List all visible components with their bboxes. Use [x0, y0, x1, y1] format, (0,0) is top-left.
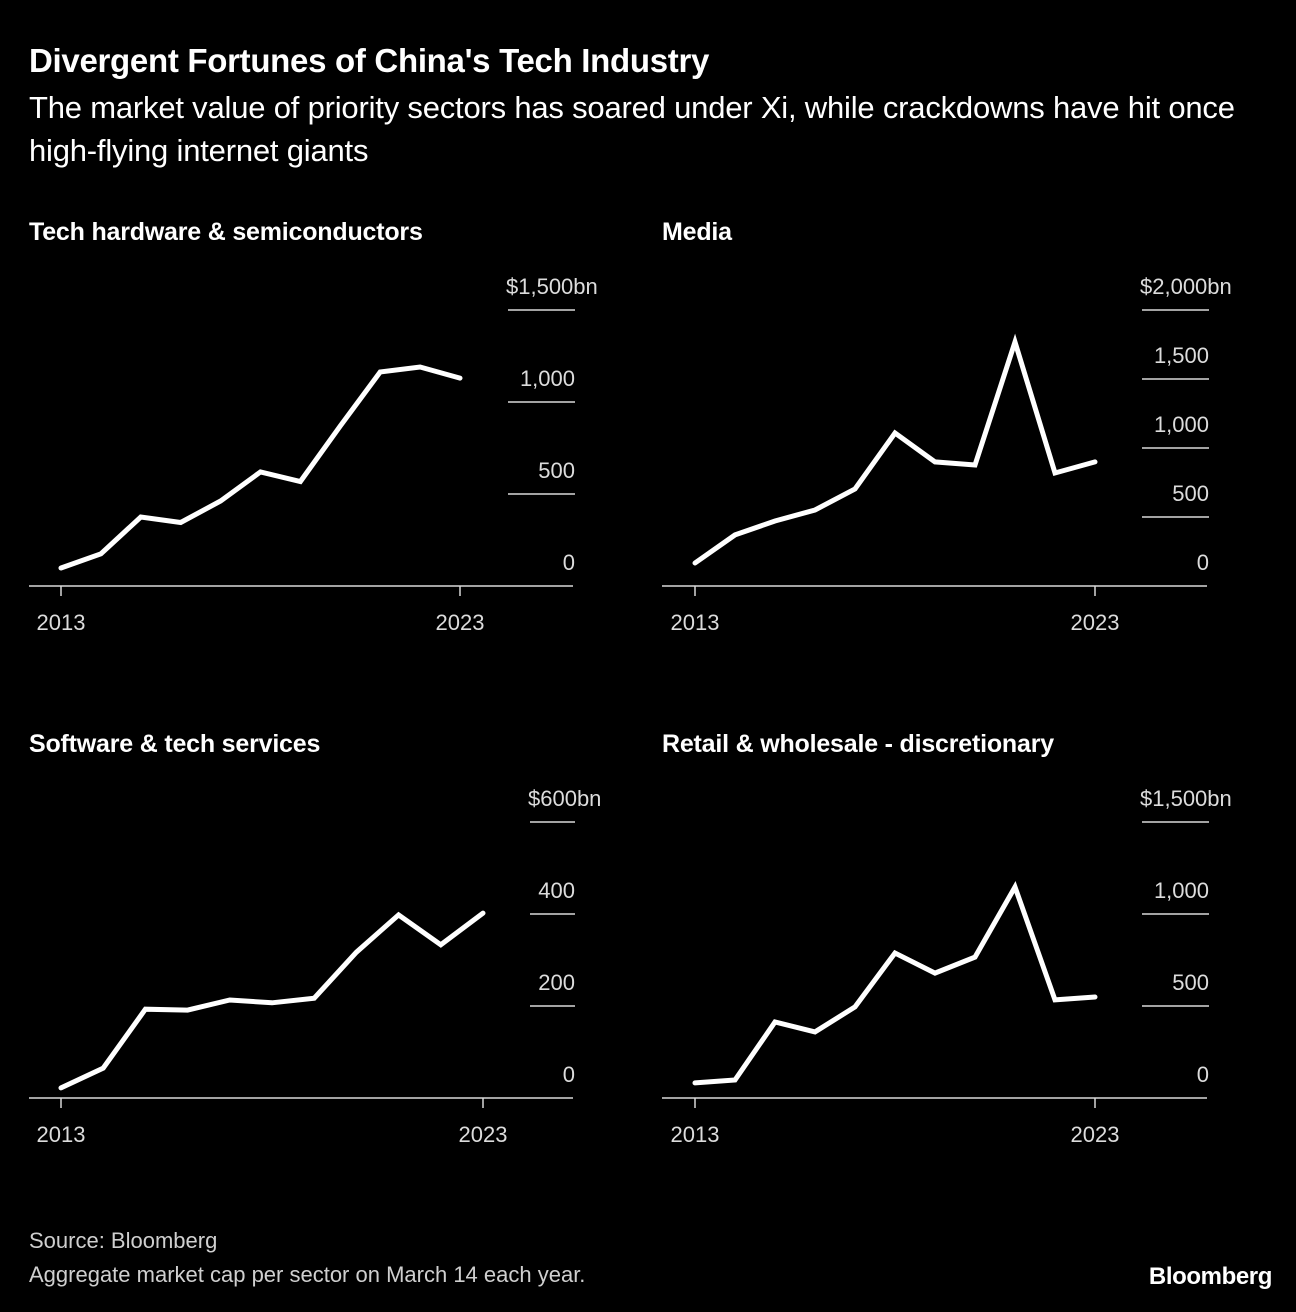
chart-panel-1: 0 500 1,000 1,500 $2,000bn 2013 2023	[662, 274, 1232, 635]
x-tick-label: 2013	[37, 1122, 86, 1147]
chart-panel-0: 0 500 1,000 $1,500bn 2013 2023	[29, 274, 598, 635]
x-tick-label: 2013	[37, 610, 86, 635]
y-tick-label: 1,000	[520, 366, 575, 391]
x-tick-label: 2023	[436, 610, 485, 635]
y-tick-label: 0	[1197, 1062, 1209, 1087]
chart-panel-3: 0 500 1,000 $1,500bn 2013 2023	[662, 786, 1232, 1147]
y-tick-label: 500	[1172, 481, 1209, 506]
y-tick-label: $600bn	[528, 786, 601, 811]
y-tick-label: 1,500	[1154, 343, 1209, 368]
chart-title: Divergent Fortunes of China's Tech Indus…	[29, 42, 710, 79]
y-tick-label: 500	[1172, 970, 1209, 995]
y-tick-label: 0	[563, 550, 575, 575]
y-tick-label: 200	[538, 970, 575, 995]
y-tick-label: $1,500bn	[1140, 786, 1232, 811]
series-line	[692, 881, 1098, 1086]
x-tick-label: 2013	[671, 1122, 720, 1147]
y-tick-label: 0	[563, 1062, 575, 1087]
panel-title-software: Software & tech services	[29, 730, 321, 758]
chart-panel-2: 0 200 400 $600bn 2013 2023	[29, 786, 601, 1147]
bloomberg-logo: Bloomberg	[1148, 1263, 1272, 1290]
x-tick-label: 2023	[459, 1122, 508, 1147]
y-tick-label: 400	[538, 878, 575, 903]
y-tick-label: 0	[1197, 550, 1209, 575]
x-tick-label: 2023	[1071, 1122, 1120, 1147]
y-tick-label: 1,000	[1154, 878, 1209, 903]
panel-title-retail: Retail & wholesale - discretionary	[662, 730, 1054, 758]
y-tick-label: $2,000bn	[1140, 274, 1232, 299]
y-tick-label: 500	[538, 458, 575, 483]
chart-subtitle: The market value of priority sectors has…	[29, 90, 1235, 168]
panel-title-media: Media	[662, 218, 732, 246]
x-tick-label: 2013	[671, 610, 720, 635]
series-line	[58, 364, 463, 571]
panel-title-tech-hardware: Tech hardware & semiconductors	[29, 218, 423, 246]
series-line	[58, 910, 486, 1091]
series-line	[692, 333, 1098, 566]
y-tick-label: $1,500bn	[506, 274, 598, 299]
methodology-note: Aggregate market cap per sector on March…	[29, 1262, 586, 1287]
y-tick-label: 1,000	[1154, 412, 1209, 437]
x-tick-label: 2023	[1071, 610, 1120, 635]
source-note: Source: Bloomberg	[29, 1228, 218, 1253]
